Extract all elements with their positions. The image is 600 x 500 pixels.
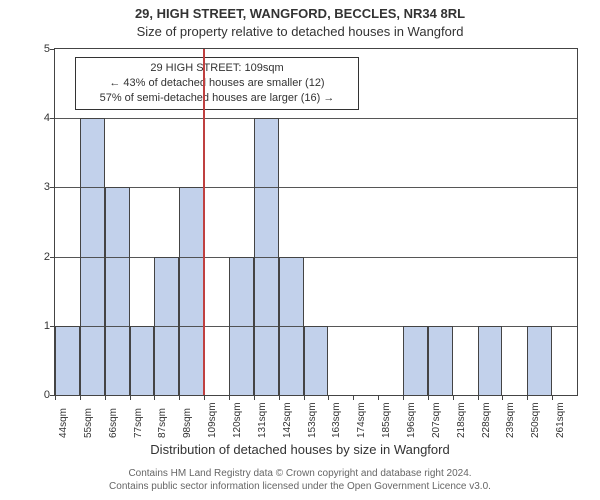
x-tick-mark	[403, 396, 404, 400]
y-tick-label: 5	[36, 43, 50, 55]
x-tick-mark	[254, 396, 255, 400]
x-tick-label: 77sqm	[133, 408, 144, 438]
histogram-bar	[403, 326, 428, 395]
x-tick-label: 185sqm	[381, 402, 392, 438]
y-tick-mark	[50, 187, 54, 188]
x-tick-label: 228sqm	[481, 402, 492, 438]
x-axis-title: Distribution of detached houses by size …	[0, 442, 600, 457]
x-tick-label: 218sqm	[456, 402, 467, 438]
histogram-bar	[428, 326, 453, 395]
x-tick-mark	[204, 396, 205, 400]
annotation-line-3: 57% of semi-detached houses are larger (…	[82, 91, 352, 106]
x-tick-mark	[428, 396, 429, 400]
x-tick-mark	[353, 396, 354, 400]
annotation-box: 29 HIGH STREET: 109sqm ← 43% of detached…	[75, 57, 359, 110]
chart-title: 29, HIGH STREET, WANGFORD, BECCLES, NR34…	[0, 6, 600, 21]
x-tick-label: 131sqm	[257, 402, 268, 438]
x-tick-mark	[179, 396, 180, 400]
x-tick-mark	[229, 396, 230, 400]
x-tick-label: 207sqm	[431, 402, 442, 438]
x-tick-label: 109sqm	[207, 402, 218, 438]
x-tick-mark	[279, 396, 280, 400]
x-tick-label: 120sqm	[232, 402, 243, 438]
annotation-line-1: 29 HIGH STREET: 109sqm	[82, 61, 352, 76]
x-tick-label: 153sqm	[307, 402, 318, 438]
x-tick-label: 87sqm	[157, 408, 168, 438]
y-tick-label: 3	[36, 181, 50, 193]
histogram-bar	[527, 326, 552, 395]
x-tick-label: 163sqm	[331, 402, 342, 438]
y-tick-mark	[50, 49, 54, 50]
gridline	[55, 187, 577, 188]
x-tick-mark	[55, 396, 56, 400]
y-tick-mark	[50, 395, 54, 396]
histogram-bar	[130, 326, 155, 395]
x-tick-label: 44sqm	[58, 408, 69, 438]
y-tick-mark	[50, 326, 54, 327]
gridline	[55, 118, 577, 119]
histogram-bar	[105, 187, 130, 395]
y-tick-mark	[50, 118, 54, 119]
x-tick-label: 174sqm	[356, 402, 367, 438]
x-tick-label: 250sqm	[530, 402, 541, 438]
y-tick-label: 4	[36, 112, 50, 124]
x-tick-mark	[502, 396, 503, 400]
x-tick-mark	[378, 396, 379, 400]
x-tick-label: 142sqm	[282, 402, 293, 438]
chart-subtitle: Size of property relative to detached ho…	[0, 24, 600, 39]
y-tick-label: 2	[36, 251, 50, 263]
x-tick-label: 196sqm	[406, 402, 417, 438]
x-tick-mark	[154, 396, 155, 400]
x-tick-mark	[527, 396, 528, 400]
x-tick-label: 261sqm	[555, 402, 566, 438]
gridline	[55, 326, 577, 327]
x-tick-label: 55sqm	[83, 408, 94, 438]
y-tick-label: 1	[36, 320, 50, 332]
chart-root: { "chart": { "type": "histogram", "title…	[0, 0, 600, 500]
footer-line-1: Contains HM Land Registry data © Crown c…	[0, 468, 600, 481]
x-tick-label: 98sqm	[182, 408, 193, 438]
chart-footer: Contains HM Land Registry data © Crown c…	[0, 468, 600, 493]
x-tick-mark	[105, 396, 106, 400]
footer-line-2: Contains public sector information licen…	[0, 481, 600, 494]
x-tick-label: 239sqm	[505, 402, 516, 438]
x-tick-mark	[80, 396, 81, 400]
x-tick-mark	[453, 396, 454, 400]
x-tick-mark	[328, 396, 329, 400]
histogram-bar	[55, 326, 80, 395]
x-tick-mark	[130, 396, 131, 400]
y-tick-mark	[50, 257, 54, 258]
x-tick-mark	[552, 396, 553, 400]
histogram-bar	[179, 187, 204, 395]
x-tick-label: 66sqm	[108, 408, 119, 438]
x-tick-mark	[478, 396, 479, 400]
annotation-line-2: ← 43% of detached houses are smaller (12…	[82, 76, 352, 91]
y-tick-label: 0	[36, 389, 50, 401]
gridline	[55, 257, 577, 258]
histogram-bar	[304, 326, 329, 395]
histogram-bar	[478, 326, 503, 395]
x-tick-mark	[304, 396, 305, 400]
property-marker-line	[203, 49, 205, 395]
